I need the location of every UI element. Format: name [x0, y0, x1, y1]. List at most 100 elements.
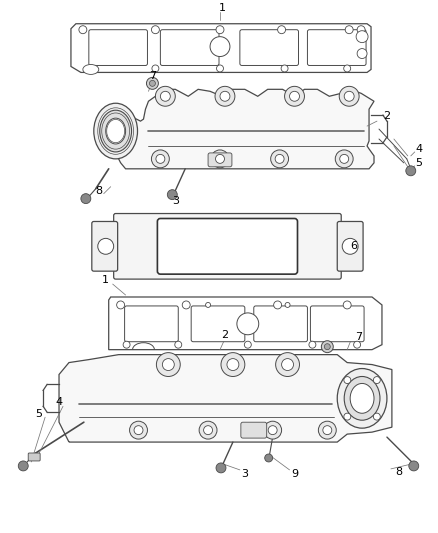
Circle shape: [344, 377, 351, 384]
Circle shape: [281, 65, 288, 72]
FancyBboxPatch shape: [92, 222, 118, 271]
Circle shape: [373, 377, 380, 384]
Circle shape: [237, 313, 259, 335]
Circle shape: [149, 80, 155, 86]
Circle shape: [175, 341, 182, 348]
FancyBboxPatch shape: [160, 30, 219, 66]
Polygon shape: [71, 24, 371, 72]
Circle shape: [406, 166, 416, 176]
Circle shape: [271, 150, 289, 168]
FancyBboxPatch shape: [240, 30, 298, 66]
Circle shape: [344, 91, 354, 101]
Circle shape: [244, 341, 251, 348]
PathPatch shape: [116, 90, 374, 169]
Circle shape: [353, 341, 360, 348]
Ellipse shape: [94, 103, 138, 159]
Text: 4: 4: [56, 397, 63, 407]
Circle shape: [134, 426, 143, 434]
Circle shape: [357, 49, 367, 59]
Circle shape: [130, 421, 148, 439]
Circle shape: [264, 421, 282, 439]
Circle shape: [210, 37, 230, 56]
Ellipse shape: [344, 376, 380, 420]
Circle shape: [215, 86, 235, 106]
Circle shape: [155, 86, 175, 106]
FancyBboxPatch shape: [114, 214, 341, 279]
Text: 1: 1: [102, 275, 109, 285]
Text: 5: 5: [35, 409, 42, 419]
Text: 3: 3: [241, 469, 248, 479]
Circle shape: [182, 301, 190, 309]
Circle shape: [309, 341, 316, 348]
Circle shape: [79, 26, 87, 34]
Circle shape: [98, 238, 114, 254]
Circle shape: [268, 426, 277, 434]
FancyBboxPatch shape: [254, 306, 307, 342]
Circle shape: [167, 190, 177, 200]
Circle shape: [275, 155, 284, 163]
FancyBboxPatch shape: [337, 222, 363, 271]
Text: 9: 9: [291, 469, 298, 479]
Text: 3: 3: [172, 196, 179, 206]
PathPatch shape: [59, 354, 392, 442]
Text: 2: 2: [383, 111, 391, 121]
Circle shape: [339, 86, 359, 106]
Circle shape: [344, 413, 351, 420]
Circle shape: [204, 426, 212, 434]
Circle shape: [146, 77, 159, 90]
Circle shape: [152, 65, 159, 72]
Circle shape: [290, 91, 300, 101]
Circle shape: [156, 155, 165, 163]
Circle shape: [343, 301, 351, 309]
Circle shape: [152, 26, 159, 34]
Text: 8: 8: [395, 467, 403, 477]
FancyBboxPatch shape: [208, 153, 232, 167]
Polygon shape: [109, 297, 382, 350]
Circle shape: [345, 26, 353, 34]
Ellipse shape: [350, 383, 374, 413]
Circle shape: [373, 413, 380, 420]
Circle shape: [123, 341, 130, 348]
Circle shape: [276, 353, 300, 376]
FancyBboxPatch shape: [124, 306, 178, 342]
Ellipse shape: [337, 368, 387, 428]
Circle shape: [227, 359, 239, 370]
Circle shape: [205, 302, 211, 308]
Circle shape: [356, 31, 368, 43]
Ellipse shape: [83, 64, 99, 75]
Circle shape: [323, 426, 332, 434]
Circle shape: [160, 91, 170, 101]
Text: 8: 8: [95, 185, 102, 196]
Circle shape: [87, 65, 94, 72]
Circle shape: [162, 359, 174, 370]
Circle shape: [211, 150, 229, 168]
Circle shape: [117, 301, 124, 309]
FancyBboxPatch shape: [311, 306, 364, 342]
Text: 2: 2: [221, 330, 229, 340]
Circle shape: [278, 26, 286, 34]
Ellipse shape: [100, 110, 131, 152]
FancyBboxPatch shape: [89, 30, 148, 66]
Circle shape: [81, 193, 91, 204]
Circle shape: [324, 344, 330, 350]
Text: 1: 1: [219, 3, 226, 13]
Text: 6: 6: [351, 241, 358, 252]
Circle shape: [357, 26, 365, 34]
Circle shape: [321, 341, 333, 353]
Circle shape: [340, 155, 349, 163]
Circle shape: [344, 65, 351, 72]
Circle shape: [282, 359, 293, 370]
Circle shape: [221, 353, 245, 376]
Text: 5: 5: [415, 158, 422, 168]
Circle shape: [409, 461, 419, 471]
Circle shape: [220, 91, 230, 101]
Circle shape: [285, 86, 304, 106]
Circle shape: [274, 301, 282, 309]
Circle shape: [335, 150, 353, 168]
Circle shape: [216, 26, 224, 34]
Circle shape: [199, 421, 217, 439]
Ellipse shape: [106, 118, 126, 144]
Circle shape: [318, 421, 336, 439]
Circle shape: [18, 461, 28, 471]
Circle shape: [285, 302, 290, 308]
